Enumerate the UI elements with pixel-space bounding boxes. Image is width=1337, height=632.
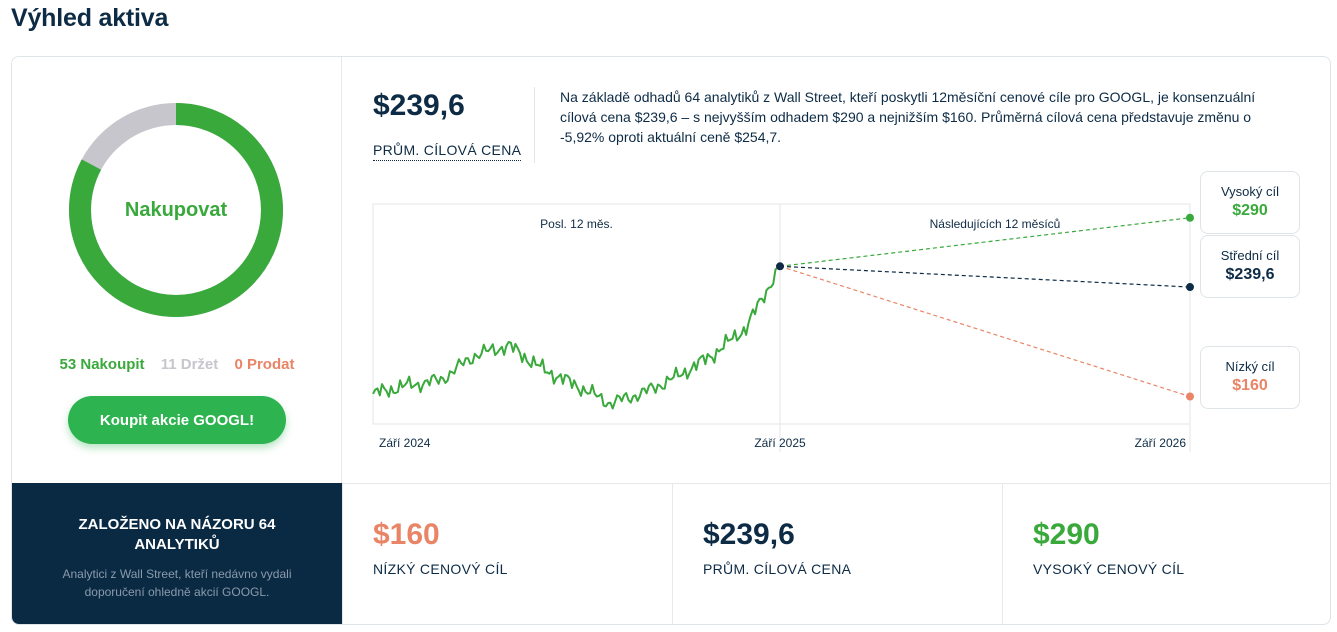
donut-buy-segment (69, 103, 283, 317)
analyst-forecast-card: Nakupovat 53 Nakoupit 11 Držet 0 Prodat … (11, 56, 1331, 625)
analyst-basis-panel: ZALOŽENO NA NÁZORU 64 ANALYTIKŮ Analytic… (12, 483, 342, 624)
low-target-stat: $160 NÍZKÝ CENOVÝ CÍL (342, 483, 672, 624)
x-tick-label: Září 2026 (1135, 436, 1187, 450)
buy-stock-button[interactable]: Koupit akcie GOOGL! (68, 396, 286, 444)
target-point-0 (1186, 213, 1194, 222)
avg-target-value: $239,6 (373, 89, 465, 122)
target-line-0 (779, 217, 1191, 267)
target-point-1 (1186, 283, 1194, 292)
rating-panel: Nakupovat 53 Nakoupit 11 Držet 0 Prodat … (12, 57, 342, 483)
low-target-stat-label: NÍZKÝ CENOVÝ CÍL (373, 561, 508, 577)
chart-plot-frame (372, 203, 1191, 425)
low-target-box: Nízký cíl $160 (1200, 346, 1300, 409)
high-target-box: Vysoký cíl $290 (1200, 171, 1300, 234)
high-target-stat: $290 VYSOKÝ CENOVÝ CÍL (1002, 483, 1330, 624)
hold-count: 11 Držet (160, 356, 219, 373)
rating-donut-svg (69, 103, 283, 317)
price-history-line (372, 265, 781, 410)
mid-target-label: Střední cíl (1220, 248, 1280, 263)
current-price-point (776, 262, 784, 271)
target-point-2 (1186, 392, 1194, 401)
rating-label: Nakupovat (124, 198, 228, 221)
forecast-summary: Na základě odhadů 64 analytiků z Wall St… (560, 89, 1256, 145)
sell-count: 0 Prodat (234, 356, 295, 373)
target-line-2 (779, 265, 1191, 398)
avg-target-stat: $239,6 PRŮM. CÍLOVÁ CENA (672, 483, 1002, 624)
high-target-stat-label: VYSOKÝ CENOVÝ CÍL (1033, 561, 1185, 577)
avg-target-stat-label: PRŮM. CÍLOVÁ CENA (703, 561, 852, 577)
high-target-value: $290 (1232, 202, 1268, 219)
forecast-panel: $239,6 PRŮM. CÍLOVÁ CENA Na základě odha… (342, 57, 1330, 483)
rating-counts: 53 Nakoupit 11 Držet 0 Prodat (12, 356, 342, 373)
page-title: Výhled aktiva (11, 4, 169, 32)
avg-target-stat-value: $239,6 (703, 518, 795, 551)
analyst-basis-title: ZALOŽENO NA NÁZORU 64 ANALYTIKŮ (78, 516, 276, 553)
analyst-basis-subtitle: Analytici z Wall Street, kteří nedávno v… (62, 567, 292, 599)
header-divider (534, 87, 535, 163)
mid-target-box: Střední cíl $239,6 (1200, 235, 1300, 298)
high-target-label: Vysoký cíl (1220, 184, 1280, 199)
x-tick-label: Září 2024 (379, 436, 431, 450)
buy-count: 53 Nakoupit (59, 356, 145, 373)
chart-section-future-label: Následujících 12 měsíců (930, 217, 1061, 231)
high-target-stat-value: $290 (1033, 518, 1100, 551)
price-forecast-chart: Posl. 12 měs. Následujících 12 měsíců Září… (372, 203, 1194, 452)
mid-target-value: $239,6 (1225, 266, 1275, 283)
low-target-value: $160 (1232, 377, 1268, 394)
avg-target-label[interactable]: PRŮM. CÍLOVÁ CENA (373, 142, 522, 161)
chart-section-past-label: Posl. 12 měs. (540, 217, 613, 231)
summary-footer: ZALOŽENO NA NÁZORU 64 ANALYTIKŮ Analytic… (12, 483, 1330, 624)
low-target-stat-value: $160 (373, 518, 440, 551)
low-target-label: Nízký cíl (1225, 359, 1275, 374)
rating-donut-chart: Nakupovat (69, 103, 283, 317)
target-line-1 (779, 265, 1191, 288)
x-tick-label: Září 2025 (754, 436, 806, 450)
